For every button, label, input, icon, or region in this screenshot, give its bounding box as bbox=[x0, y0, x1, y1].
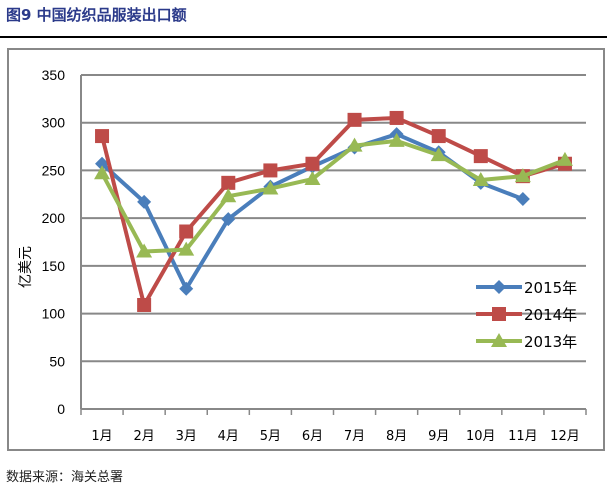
data-point-triangle bbox=[346, 137, 363, 152]
x-tick-label: 4月 bbox=[218, 429, 239, 444]
data-point-triangle bbox=[304, 171, 321, 186]
x-tick-label: 11月 bbox=[508, 429, 538, 444]
data-point-triangle bbox=[430, 147, 447, 162]
data-point-diamond bbox=[221, 212, 236, 227]
data-point-square bbox=[347, 112, 362, 127]
data-point-triangle bbox=[556, 151, 573, 166]
legend-label: 2015年 bbox=[524, 279, 577, 297]
data-point-triangle bbox=[388, 132, 405, 147]
x-tick-label: 9月 bbox=[428, 429, 449, 444]
x-tick-label: 6月 bbox=[302, 429, 323, 444]
data-point-square bbox=[473, 149, 488, 164]
x-tick-label: 10月 bbox=[466, 429, 496, 444]
legend-marker-diamond bbox=[492, 280, 506, 294]
title-divider bbox=[0, 36, 607, 38]
y-tick-label: 200 bbox=[42, 210, 66, 226]
data-point-triangle bbox=[262, 180, 279, 195]
x-tick-label: 12月 bbox=[550, 429, 580, 444]
data-point-square bbox=[389, 110, 404, 125]
x-tick-label: 1月 bbox=[91, 429, 112, 444]
y-tick-label: 350 bbox=[42, 67, 66, 83]
data-point-triangle bbox=[136, 243, 153, 258]
chart-frame bbox=[7, 48, 605, 451]
data-point-diamond bbox=[515, 192, 530, 207]
y-axis-label: 亿美元 bbox=[18, 246, 34, 288]
data-point-square bbox=[137, 297, 152, 312]
x-tick-label: 2月 bbox=[133, 429, 154, 444]
data-point-square bbox=[95, 129, 110, 144]
y-tick-label: 0 bbox=[57, 401, 65, 417]
data-point-diamond bbox=[95, 156, 110, 171]
legend-marker-square bbox=[492, 307, 506, 321]
data-point-square bbox=[221, 175, 236, 190]
x-tick-label: 5月 bbox=[260, 429, 281, 444]
y-tick-label: 250 bbox=[42, 162, 66, 178]
y-tick-label: 300 bbox=[42, 115, 66, 131]
x-tick-label: 7月 bbox=[344, 429, 365, 444]
y-tick-label: 50 bbox=[49, 353, 65, 369]
y-tick-label: 100 bbox=[42, 306, 66, 322]
data-point-square bbox=[431, 129, 446, 144]
series-line-2013年 bbox=[100, 138, 566, 254]
legend-label: 2013年 bbox=[524, 333, 577, 351]
data-point-triangle bbox=[178, 241, 195, 256]
y-tick-label: 150 bbox=[42, 258, 66, 274]
data-point-square bbox=[179, 224, 194, 239]
data-point-triangle bbox=[94, 165, 111, 180]
legend-label: 2014年 bbox=[524, 306, 577, 324]
x-tick-label: 3月 bbox=[176, 429, 197, 444]
data-point-diamond bbox=[137, 194, 152, 209]
data-point-square bbox=[263, 163, 278, 178]
figure-title: 图9 中国纺织品服装出口额 bbox=[6, 6, 187, 24]
x-tick-label: 8月 bbox=[386, 429, 407, 444]
source-note: 数据来源：海关总署 bbox=[6, 470, 124, 485]
data-point-square bbox=[305, 156, 320, 171]
data-point-triangle bbox=[514, 168, 531, 183]
data-point-diamond bbox=[179, 281, 194, 296]
data-point-triangle bbox=[220, 188, 237, 203]
data-point-triangle bbox=[472, 171, 489, 186]
series-line-2014年 bbox=[100, 115, 566, 307]
legend-marker-triangle bbox=[491, 333, 507, 347]
